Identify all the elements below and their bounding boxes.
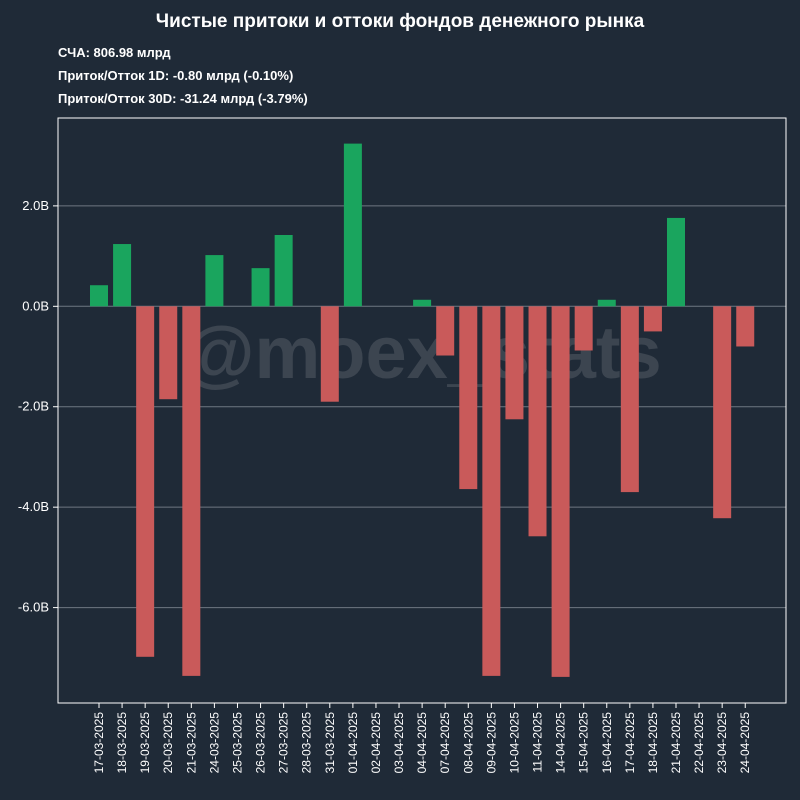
x-tick-label: 09-04-2025 [484, 712, 498, 774]
bar [320, 306, 339, 402]
bar [90, 285, 108, 307]
x-tick-label: 27-03-2025 [277, 712, 291, 774]
bar [736, 306, 755, 347]
x-tick-label: 01-04-2025 [346, 712, 360, 774]
bar [459, 306, 478, 490]
x-tick-label: 16-04-2025 [600, 712, 614, 774]
bar [182, 306, 201, 676]
x-tick-label: 18-04-2025 [646, 712, 660, 774]
stat-nav: СЧА: 806.98 млрд [58, 45, 171, 60]
y-tick-label: -4.0B [18, 499, 49, 514]
x-tick-label: 21-04-2025 [669, 712, 683, 774]
bar [505, 306, 524, 420]
bars [90, 143, 755, 677]
x-tick-label: 26-03-2025 [254, 712, 268, 774]
bar [274, 235, 293, 307]
y-axis: 2.0B 0.0B -2.0B -4.0B -6.0B [18, 198, 58, 615]
x-tick-label: 23-04-2025 [715, 712, 729, 774]
bar [597, 299, 616, 307]
x-tick-label: 03-04-2025 [392, 712, 406, 774]
x-tick-label: 31-03-2025 [323, 712, 337, 774]
x-tick-label: 18-03-2025 [115, 712, 129, 774]
x-axis: 17-03-2025 18-03-2025 19-03-2025 20-03-2025… [92, 703, 752, 773]
x-tick-label: 19-03-2025 [138, 712, 152, 774]
x-tick-label: 21-03-2025 [184, 712, 198, 774]
x-tick-label: 04-04-2025 [415, 712, 429, 774]
bar [482, 306, 501, 676]
y-tick-label: 0.0B [22, 298, 49, 313]
x-tick-label: 14-04-2025 [554, 712, 568, 774]
x-tick-label: 28-03-2025 [300, 712, 314, 774]
bar [251, 268, 270, 307]
bar [713, 306, 732, 519]
x-tick-label: 24-03-2025 [207, 712, 221, 774]
bar [413, 299, 432, 307]
x-tick-label: 08-04-2025 [461, 712, 475, 774]
x-tick-label: 24-04-2025 [738, 712, 752, 774]
x-tick-label: 17-03-2025 [92, 712, 106, 774]
bar [205, 255, 224, 307]
stat-flow-1d: Приток/Отток 1D: -0.80 млрд (-0.10%) [58, 68, 293, 83]
y-tick-label: 2.0B [22, 198, 49, 213]
bar [551, 306, 570, 677]
stat-flow-30d: Приток/Отток 30D: -31.24 млрд (-3.79%) [58, 91, 308, 106]
y-tick-label: -2.0B [18, 399, 49, 414]
x-tick-label: 07-04-2025 [438, 712, 452, 774]
x-tick-label: 15-04-2025 [577, 712, 591, 774]
x-tick-label: 20-03-2025 [161, 712, 175, 774]
x-tick-label: 22-04-2025 [692, 712, 706, 774]
bar [159, 306, 178, 400]
bar [436, 306, 455, 356]
bar [136, 306, 155, 657]
x-tick-label: 17-04-2025 [623, 712, 637, 774]
bar [667, 217, 685, 307]
x-tick-label: 11-04-2025 [531, 712, 545, 773]
bar [620, 306, 639, 493]
bar [343, 143, 362, 307]
bar [528, 306, 547, 537]
bar [643, 306, 662, 332]
bar [574, 306, 593, 351]
grid-lines [58, 205, 786, 609]
bar [113, 244, 132, 307]
x-tick-label: 10-04-2025 [507, 712, 521, 774]
y-tick-label: -6.0B [18, 600, 49, 615]
x-tick-label: 02-04-2025 [369, 712, 383, 774]
x-tick-label: 25-03-2025 [230, 712, 244, 774]
chart-title: Чистые притоки и оттоки фондов денежного… [156, 11, 645, 32]
